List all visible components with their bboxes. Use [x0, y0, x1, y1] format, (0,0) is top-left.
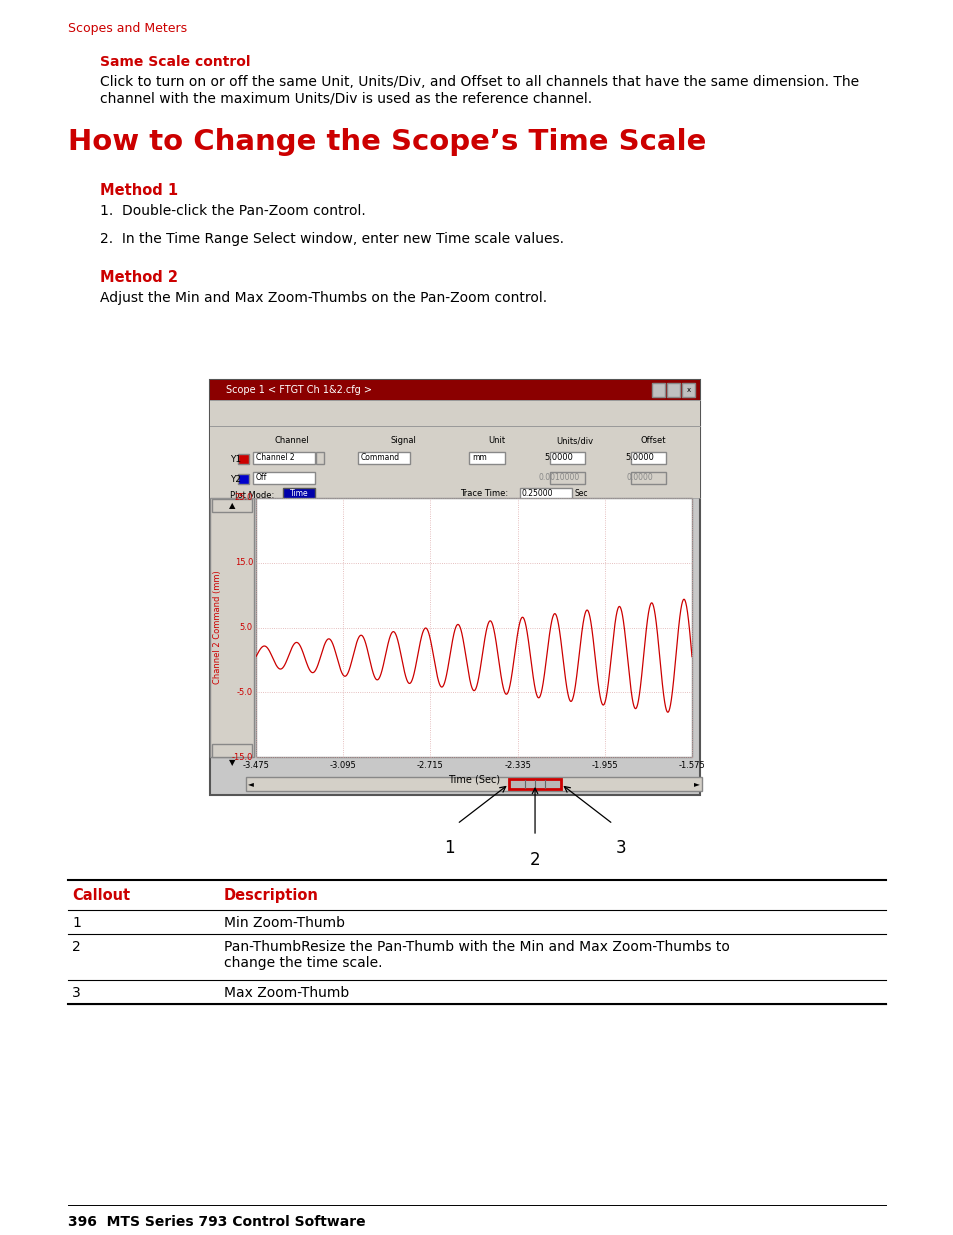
Text: -15.0: -15.0 — [232, 752, 253, 762]
Bar — [210, 498, 253, 757]
Text: Y2: Y2 — [230, 474, 241, 483]
Bar — [237, 454, 249, 464]
Text: 3: 3 — [71, 986, 81, 1000]
Text: Same Scale control: Same Scale control — [100, 56, 251, 69]
Text: Pan-ThumbResize the Pan-Thumb with the Min and Max Zoom-Thumbs to
change the tim: Pan-ThumbResize the Pan-Thumb with the M… — [224, 940, 729, 971]
Text: Signal: Signal — [390, 436, 416, 445]
Bar — [630, 472, 665, 484]
Text: -2.335: -2.335 — [503, 761, 531, 769]
Bar — [357, 452, 410, 464]
Bar — [630, 452, 665, 464]
Bar — [550, 452, 584, 464]
Text: Min Zoom-Thumb: Min Zoom-Thumb — [224, 916, 345, 930]
Text: 0.0000: 0.0000 — [626, 473, 653, 483]
Text: Channel: Channel — [274, 436, 309, 445]
Text: 5.0000: 5.0000 — [625, 453, 654, 462]
Bar — [283, 488, 314, 500]
Text: 25.0: 25.0 — [234, 494, 253, 503]
Text: Channel 2 Command (mm): Channel 2 Command (mm) — [213, 571, 222, 684]
Text: x: x — [686, 387, 690, 393]
Text: Method 1: Method 1 — [100, 183, 178, 198]
Text: 5.0000: 5.0000 — [544, 453, 573, 462]
Bar — [210, 426, 700, 498]
Bar — [210, 400, 700, 426]
Text: 15.0: 15.0 — [234, 558, 253, 567]
Text: Max Zoom-Thumb: Max Zoom-Thumb — [224, 986, 349, 1000]
Bar — [237, 474, 249, 484]
Text: Unit: Unit — [488, 436, 505, 445]
Text: -2.715: -2.715 — [416, 761, 443, 769]
Text: Sec: Sec — [575, 489, 588, 499]
Text: 1.  Double-click the Pan-Zoom control.: 1. Double-click the Pan-Zoom control. — [100, 204, 365, 219]
Bar — [255, 498, 691, 757]
Text: Callout: Callout — [71, 888, 130, 903]
Text: Offset: Offset — [639, 436, 665, 445]
Text: 1: 1 — [71, 916, 81, 930]
Text: Scopes and Meters: Scopes and Meters — [68, 22, 187, 35]
Bar — [681, 383, 695, 396]
Text: -3.095: -3.095 — [330, 761, 356, 769]
Bar — [666, 383, 679, 396]
Bar — [509, 779, 560, 789]
Bar — [253, 472, 314, 484]
Bar — [212, 499, 252, 513]
Text: -5.0: -5.0 — [236, 688, 253, 697]
Bar — [550, 472, 584, 484]
Text: Y1: Y1 — [230, 454, 241, 463]
Text: Channel 2: Channel 2 — [255, 453, 294, 462]
Bar — [519, 488, 572, 500]
Bar — [210, 380, 700, 795]
Text: Scope 1 < FTGT Ch 1&2.cfg >: Scope 1 < FTGT Ch 1&2.cfg > — [226, 385, 372, 395]
Text: Adjust the Min and Max Zoom-Thumbs on the Pan-Zoom control.: Adjust the Min and Max Zoom-Thumbs on th… — [100, 291, 547, 305]
Bar — [315, 452, 324, 464]
Text: 3: 3 — [615, 839, 626, 857]
Text: 2: 2 — [529, 851, 539, 869]
Text: How to Change the Scope’s Time Scale: How to Change the Scope’s Time Scale — [68, 128, 705, 156]
Text: Command: Command — [360, 453, 399, 462]
Text: Click to turn on or off the same Unit, Units/Div, and Offset to all channels tha: Click to turn on or off the same Unit, U… — [100, 75, 859, 89]
Text: Time: Time — [290, 489, 308, 499]
Text: Off: Off — [255, 473, 267, 483]
Text: ◄: ◄ — [248, 779, 253, 788]
Text: Method 2: Method 2 — [100, 270, 178, 285]
Bar — [246, 777, 701, 790]
Text: -1.955: -1.955 — [591, 761, 618, 769]
Bar — [210, 380, 700, 400]
Text: 396  MTS Series 793 Control Software: 396 MTS Series 793 Control Software — [68, 1215, 365, 1229]
Bar — [212, 743, 252, 757]
Text: 0.25000: 0.25000 — [521, 489, 553, 499]
Text: -3.475: -3.475 — [242, 761, 269, 769]
Text: 0.0010000: 0.0010000 — [537, 473, 579, 483]
Text: 2.  In the Time Range Select window, enter new Time scale values.: 2. In the Time Range Select window, ente… — [100, 232, 563, 246]
Text: channel with the maximum Units/Div is used as the reference channel.: channel with the maximum Units/Div is us… — [100, 91, 592, 106]
Text: Units/div: Units/div — [556, 436, 593, 445]
Bar — [253, 452, 314, 464]
Text: -1.575: -1.575 — [678, 761, 704, 769]
Text: Description: Description — [224, 888, 318, 903]
Text: Plot Mode:: Plot Mode: — [230, 490, 274, 499]
Bar — [651, 383, 664, 396]
Text: 1: 1 — [443, 839, 454, 857]
Text: Time (Sec): Time (Sec) — [448, 776, 499, 785]
Text: ►: ► — [694, 779, 700, 788]
Text: 2: 2 — [71, 940, 81, 953]
Text: 5.0: 5.0 — [239, 622, 253, 632]
Text: mm: mm — [472, 453, 486, 462]
Bar — [469, 452, 504, 464]
Text: ▼: ▼ — [229, 758, 235, 767]
Text: ▲: ▲ — [229, 501, 235, 510]
Text: Trace Time:: Trace Time: — [459, 489, 508, 499]
